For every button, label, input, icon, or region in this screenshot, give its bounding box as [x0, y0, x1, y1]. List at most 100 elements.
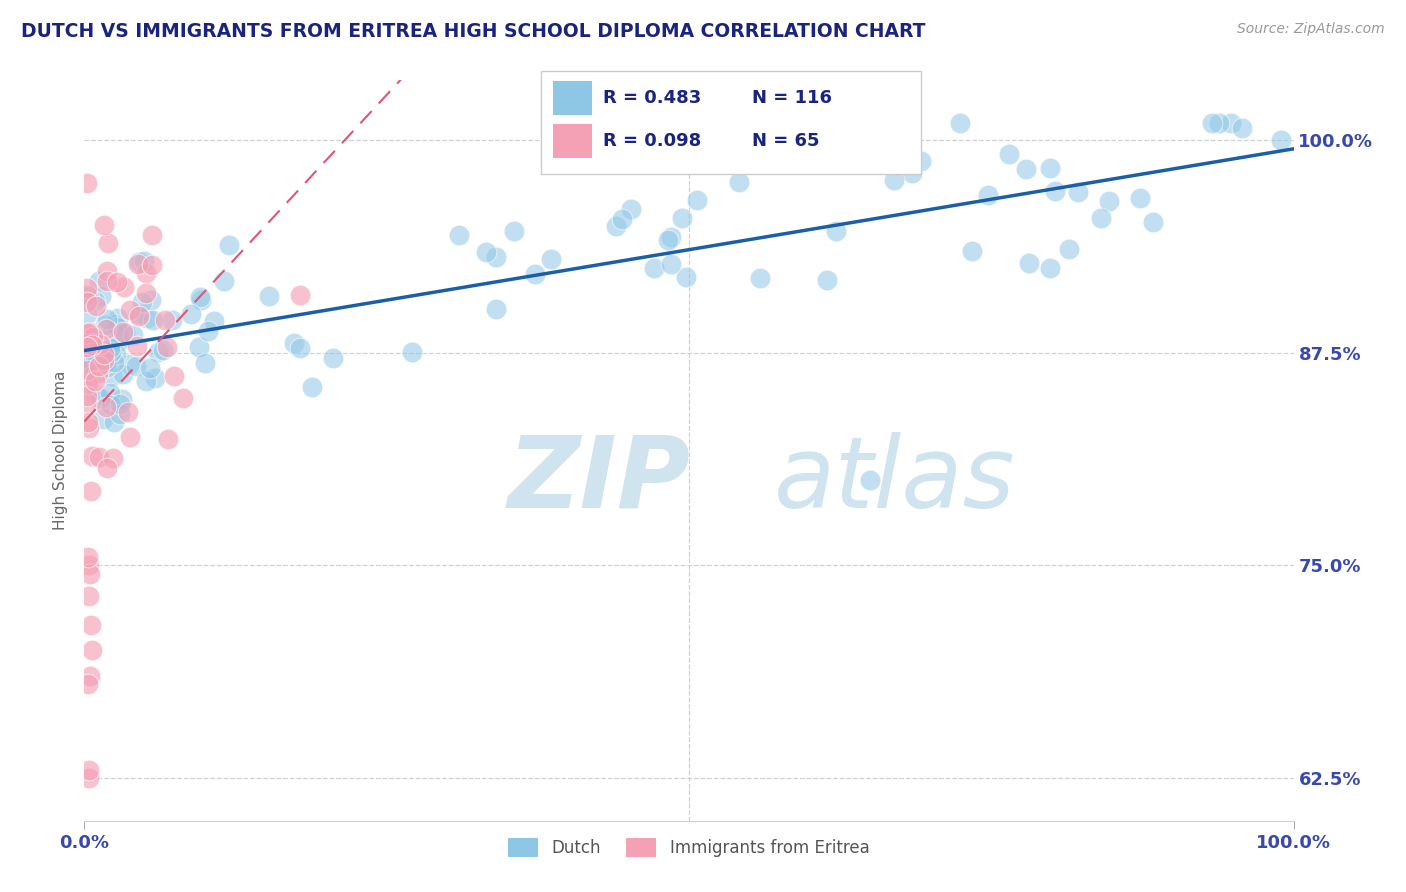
Point	[194, 356, 217, 370]
Point	[135, 310, 157, 325]
Point	[134, 254, 156, 268]
Point	[283, 336, 305, 351]
Point	[449, 227, 471, 242]
Point	[131, 295, 153, 310]
Point	[86, 351, 108, 366]
Point	[76, 340, 98, 354]
Point	[686, 193, 709, 207]
Point	[111, 367, 134, 381]
Point	[212, 274, 235, 288]
Point	[883, 173, 905, 187]
Point	[122, 328, 145, 343]
Point	[77, 290, 100, 304]
Point	[98, 385, 121, 400]
Point	[1270, 133, 1292, 147]
Point	[103, 325, 125, 339]
Point	[112, 280, 135, 294]
Point	[98, 341, 121, 355]
Point	[76, 355, 98, 369]
Point	[859, 473, 882, 487]
Point	[77, 325, 100, 339]
Point	[962, 244, 984, 259]
Text: Source: ZipAtlas.com: Source: ZipAtlas.com	[1237, 22, 1385, 37]
Point	[127, 257, 149, 271]
Point	[190, 290, 212, 304]
Point	[80, 618, 103, 632]
Text: R = 0.483: R = 0.483	[603, 89, 702, 107]
Point	[671, 211, 693, 226]
Point	[180, 308, 202, 322]
Point	[94, 400, 117, 414]
Point	[135, 375, 157, 389]
Point	[142, 312, 165, 326]
Point	[117, 405, 139, 419]
Point	[77, 351, 100, 365]
Point	[138, 361, 160, 376]
Point	[657, 234, 679, 248]
Point	[605, 219, 627, 233]
Point	[107, 310, 129, 325]
Point	[76, 307, 98, 321]
Point	[156, 340, 179, 354]
Point	[141, 228, 163, 243]
Point	[114, 326, 136, 341]
Point	[540, 252, 562, 266]
Point	[187, 340, 209, 354]
Point	[135, 285, 157, 300]
Point	[125, 338, 148, 352]
Point	[89, 450, 111, 464]
Point	[125, 359, 148, 373]
Point	[727, 175, 749, 189]
Point	[118, 429, 141, 443]
Point	[77, 360, 100, 375]
Point	[128, 310, 150, 324]
Point	[620, 202, 643, 216]
Text: R = 0.098: R = 0.098	[603, 132, 702, 150]
Point	[84, 300, 107, 314]
Point	[83, 347, 105, 361]
Point	[93, 218, 115, 232]
Point	[96, 460, 118, 475]
Point	[77, 677, 100, 691]
Point	[96, 274, 118, 288]
Point	[118, 357, 141, 371]
Point	[76, 324, 98, 338]
Point	[807, 134, 830, 148]
Point	[105, 275, 128, 289]
Point	[401, 345, 423, 359]
Point	[475, 245, 498, 260]
Point	[80, 643, 103, 657]
Text: DUTCH VS IMMIGRANTS FROM ERITREA HIGH SCHOOL DIPLOMA CORRELATION CHART: DUTCH VS IMMIGRANTS FROM ERITREA HIGH SC…	[21, 22, 925, 41]
Point	[87, 366, 110, 380]
Point	[218, 238, 240, 252]
Point	[77, 420, 100, 434]
Point	[76, 376, 98, 391]
Point	[1201, 116, 1223, 130]
Point	[643, 261, 665, 276]
Point	[749, 271, 772, 285]
Point	[96, 345, 118, 359]
Text: N = 65: N = 65	[752, 132, 820, 150]
Point	[1039, 161, 1062, 176]
Point	[77, 415, 100, 429]
Point	[659, 257, 682, 271]
Point	[96, 359, 118, 374]
Y-axis label: High School Diploma: High School Diploma	[53, 371, 69, 530]
Point	[84, 294, 107, 309]
Point	[82, 329, 104, 343]
Point	[290, 287, 312, 301]
Point	[108, 408, 131, 422]
Point	[76, 396, 98, 410]
Point	[290, 341, 312, 355]
Point	[143, 371, 166, 385]
Point	[1039, 261, 1062, 276]
Point	[111, 392, 134, 407]
Point	[949, 116, 972, 130]
Point	[1014, 161, 1036, 176]
Point	[153, 313, 176, 327]
Point	[110, 397, 132, 411]
Text: N = 116: N = 116	[752, 89, 832, 107]
Point	[79, 369, 101, 384]
Text: ZIP: ZIP	[508, 432, 690, 529]
Point	[101, 369, 124, 384]
